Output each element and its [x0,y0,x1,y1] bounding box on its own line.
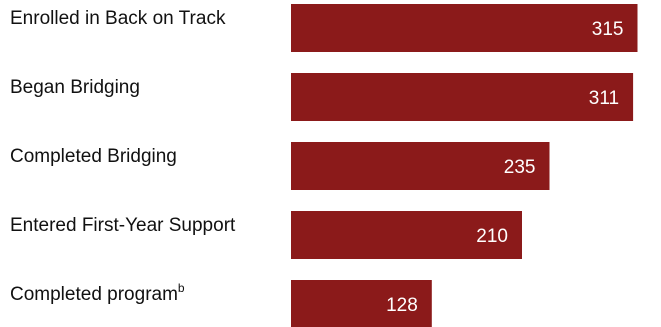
value-label-entered-first-year-support: 210 [476,226,508,247]
bar-enrolled-in-back-on-track [291,4,638,52]
value-label-completed-bridging: 235 [504,157,536,178]
value-label-enrolled-in-back-on-track: 315 [592,19,624,40]
bar-completed-bridging [291,142,550,190]
category-label-enrolled-in-back-on-track: Enrolled in Back on Track [10,8,226,29]
category-label-entered-first-year-support: Entered First-Year Support [10,215,236,236]
category-label-completed-program: Completed programb [10,281,185,305]
category-label-began-bridging: Began Bridging [10,77,140,98]
category-label-completed-bridging: Completed Bridging [10,146,177,167]
value-labels-layer: 315 311 235 210 128 [386,19,623,316]
footnote-marker: b [178,281,185,295]
value-label-completed-program: 128 [386,295,418,316]
bar-completed-program [291,280,432,327]
category-labels-layer: Enrolled in Back on Track Began Bridging C… [10,8,236,305]
bar-began-bridging [291,73,634,121]
value-label-began-bridging: 311 [589,88,619,109]
bars-layer [291,4,638,327]
bar-entered-first-year-support [291,211,522,259]
